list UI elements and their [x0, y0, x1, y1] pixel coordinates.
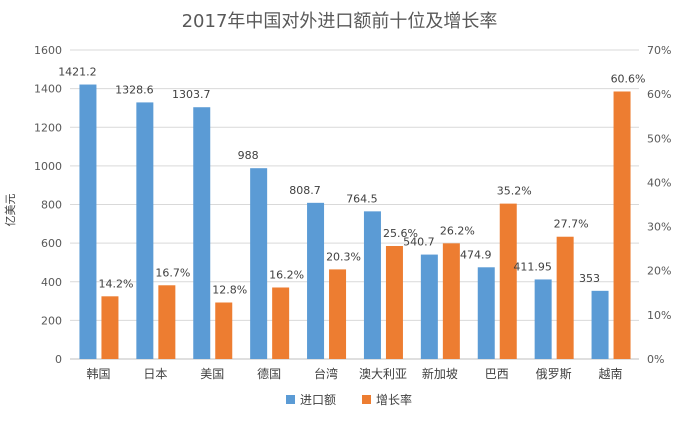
data-label: 60.6% [611, 72, 646, 85]
bar-增长率 [158, 285, 176, 359]
bar-增长率 [499, 203, 517, 359]
data-label: 12.8% [212, 283, 247, 296]
y-tick-label: 1000 [34, 160, 62, 173]
y2-tick-label: 0% [647, 353, 664, 366]
left-axis-ticks: 0 200 400 600 800 1000 1200 1400 1600 [34, 44, 62, 366]
y2-tick-label: 20% [647, 265, 671, 278]
data-label: 353 [579, 272, 600, 285]
data-label: 1303.7 [172, 88, 211, 101]
bar-进口额 [591, 290, 609, 359]
bar-进口额 [307, 202, 325, 359]
category-label: 新加坡 [422, 366, 458, 381]
y-tick-label: 800 [41, 199, 62, 212]
category-label: 日本 [143, 367, 167, 381]
data-label: 16.7% [155, 266, 190, 279]
data-label: 540.7 [403, 236, 435, 249]
data-label: 27.7% [554, 218, 589, 231]
bar-进口额 [193, 107, 211, 360]
bar-增长率 [442, 243, 460, 359]
legend-swatch [286, 395, 295, 404]
data-label: 14.2% [98, 277, 133, 290]
bar-增长率 [613, 91, 631, 359]
y-tick-label: 0 [55, 353, 62, 366]
data-label: 1328.6 [115, 83, 154, 96]
bar-增长率 [101, 296, 119, 359]
data-label: 16.2% [269, 268, 304, 281]
right-axis-ticks: 0% 10% 20% 30% 40% 50% 60% 70% [647, 44, 671, 366]
y-axis-title: 亿美元 [4, 194, 17, 227]
bar-增长率 [556, 236, 574, 359]
data-labels: 1421.2 1328.6 1303.7 988 808.7 764.5 540.7 474.… [58, 66, 645, 297]
category-label: 澳大利亚 [359, 367, 407, 381]
y-tick-label: 200 [41, 314, 62, 327]
bar-进口额 [250, 168, 268, 359]
y-tick-label: 400 [41, 276, 62, 289]
data-label: 1421.2 [58, 66, 97, 79]
y2-tick-label: 30% [647, 221, 671, 234]
bar-进口额 [363, 211, 381, 359]
y2-tick-label: 50% [647, 132, 671, 145]
y-tick-label: 1200 [34, 121, 62, 134]
bar-增长率 [215, 302, 233, 359]
data-label: 764.5 [346, 192, 378, 205]
bar-增长率 [329, 269, 347, 359]
y2-tick-label: 60% [647, 88, 671, 101]
data-label: 411.95 [513, 260, 552, 273]
y2-tick-label: 40% [647, 176, 671, 189]
chart-title: 2017年中国对外进口额前十位及增长率 [182, 11, 498, 32]
category-label: 台湾 [314, 366, 338, 381]
data-label: 474.9 [460, 248, 492, 261]
category-labels: 韩国 日本 美国 德国 台湾 澳大利亚 新加坡 巴西 俄罗斯 越南 [86, 366, 622, 381]
bar-增长率 [385, 245, 403, 359]
bar-进口额 [420, 254, 438, 359]
legend-label: 增长率 [376, 392, 412, 407]
y2-tick-label: 10% [647, 309, 671, 322]
bars [79, 84, 631, 360]
y-tick-label: 600 [41, 237, 62, 250]
category-label: 俄罗斯 [536, 367, 572, 381]
data-label: 35.2% [497, 185, 532, 198]
data-label: 988 [238, 149, 259, 162]
bar-进口额 [534, 279, 552, 359]
data-label: 25.6% [383, 227, 418, 240]
category-label: 德国 [257, 366, 281, 381]
bar-增长率 [272, 287, 290, 359]
legend: 进口额 增长率 [286, 392, 412, 407]
category-label: 美国 [200, 367, 224, 381]
y-tick-label: 1400 [34, 83, 62, 96]
legend-label: 进口额 [300, 393, 336, 407]
data-label: 26.2% [440, 224, 475, 237]
category-label: 巴西 [485, 367, 509, 381]
y2-tick-label: 70% [647, 44, 671, 57]
bar-进口额 [477, 267, 495, 359]
bar-进口额 [79, 84, 97, 359]
bar-进口额 [136, 102, 154, 359]
category-label: 越南 [599, 366, 623, 381]
category-label: 韩国 [86, 366, 110, 381]
data-label: 808.7 [289, 184, 321, 197]
legend-swatch [362, 395, 371, 404]
y-tick-label: 1600 [34, 44, 62, 57]
data-label: 20.3% [326, 250, 361, 263]
